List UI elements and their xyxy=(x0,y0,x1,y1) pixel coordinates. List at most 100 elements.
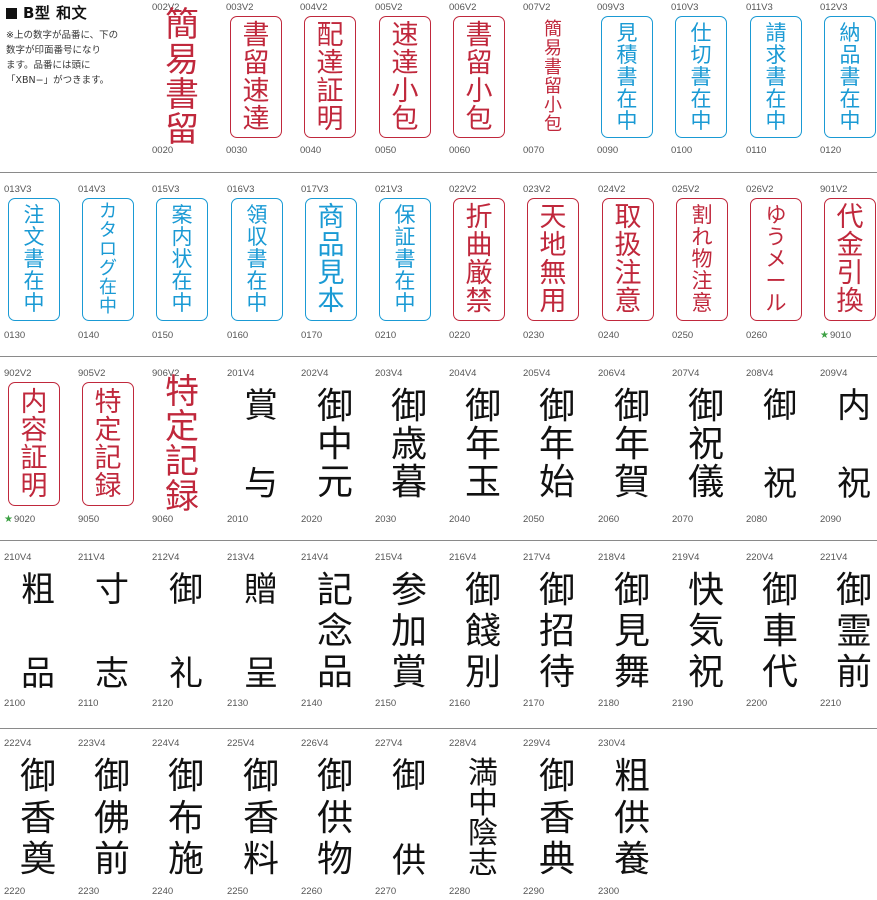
impression-number: 0060 xyxy=(449,145,470,156)
impression-number: 2070 xyxy=(672,514,693,525)
stamp-item: 015V3 案内状在中 0150 xyxy=(152,184,222,344)
star-icon: ★ xyxy=(820,330,829,341)
product-code: 216V4 xyxy=(449,552,477,563)
stamp-item: 216V4 御餞別 2160 xyxy=(449,552,519,712)
stamp-impression: 御祝儀 xyxy=(687,386,724,503)
impression-number-text: 0040 xyxy=(300,145,322,156)
product-code: 016V3 xyxy=(227,184,255,195)
impression-number-text: 2180 xyxy=(598,698,620,709)
impression-number: 2300 xyxy=(598,886,619,897)
product-code: 022V2 xyxy=(449,184,477,195)
stamp-item: 026V2 ゆうメール 0260 xyxy=(746,184,816,344)
impression-number: 2190 xyxy=(672,698,693,709)
impression-number-text: 0110 xyxy=(746,145,767,156)
product-code: 213V4 xyxy=(227,552,255,563)
impression-number: 0160 xyxy=(227,330,248,341)
impression-number: 2270 xyxy=(375,886,396,897)
impression-number: 0100 xyxy=(671,145,692,156)
note-line: ます。品番には頭に xyxy=(6,60,91,71)
impression-number-text: 0210 xyxy=(375,330,397,341)
impression-number: 2230 xyxy=(78,886,99,897)
stamp-item: 229V4 御香典 2290 xyxy=(523,738,593,900)
impression-number-text: 2160 xyxy=(449,698,471,709)
stamp-impression: 御布施 xyxy=(167,756,204,880)
stamp-item: 201V4 賞与 2010 xyxy=(227,368,297,528)
impression-number-text: 2120 xyxy=(152,698,174,709)
title-text: B型 和文 xyxy=(23,4,88,22)
impression-number: 2110 xyxy=(78,698,98,709)
impression-number-text: 2260 xyxy=(301,886,323,897)
stamp-item: 230V4 粗供養 2300 xyxy=(598,738,668,900)
impression-number: 2130 xyxy=(227,698,248,709)
stamp-item: 204V4 御年玉 2040 xyxy=(449,368,519,528)
product-code: 211V4 xyxy=(78,552,105,563)
stamp-item: 010V3 仕切書在中 0100 xyxy=(671,2,741,159)
product-code: 219V4 xyxy=(672,552,700,563)
product-code: 006V2 xyxy=(449,2,477,13)
stamp-item: 205V4 御年始 2050 xyxy=(523,368,593,528)
stamp-item: 009V3 見積書在中 0090 xyxy=(597,2,667,159)
impression-number: 2100 xyxy=(4,698,25,709)
impression-number: 0120 xyxy=(820,145,841,156)
stamp-item: 021V3 保証書在中 0210 xyxy=(375,184,445,344)
stamp-impression: 快気祝 xyxy=(687,570,724,693)
impression-number-text: 2170 xyxy=(523,698,545,709)
impression-number-text: 2280 xyxy=(449,886,471,897)
stamp-impression: 御餞別 xyxy=(464,570,501,693)
impression-number-text: 2240 xyxy=(152,886,174,897)
stamp-impression: 御香料 xyxy=(242,756,279,880)
product-code: 004V2 xyxy=(300,2,328,13)
product-code: 204V4 xyxy=(449,368,477,379)
stamp-impression: 内容証明 xyxy=(8,382,60,506)
impression-number: 2290 xyxy=(523,886,544,897)
impression-number-text: 9010 xyxy=(829,330,852,341)
stamp-impression: 簡易書留小包 xyxy=(544,18,562,135)
stamp-item: 214V4 記念品 2140 xyxy=(301,552,371,712)
impression-number-text: 2300 xyxy=(598,886,620,897)
stamp-impression: 見積書在中 xyxy=(601,16,653,138)
stamp-impression: 贈呈 xyxy=(244,570,278,694)
product-code: 901V2 xyxy=(820,184,848,195)
product-code: 220V4 xyxy=(746,552,774,563)
star-icon: ★ xyxy=(4,514,13,525)
stamp-impression: 御見舞 xyxy=(613,570,650,693)
impression-number-text: 2040 xyxy=(449,514,471,525)
stamp-impression: 御霊前 xyxy=(835,570,872,693)
stamp-impression: 賞与 xyxy=(244,386,278,504)
impression-number: 2050 xyxy=(523,514,544,525)
stamp-item: 906V2 特定記録 9060 xyxy=(152,368,222,528)
impression-number: 2150 xyxy=(375,698,396,709)
impression-number: 2170 xyxy=(523,698,544,709)
impression-number-text: 0130 xyxy=(4,330,26,341)
product-code: 230V4 xyxy=(598,738,626,749)
impression-number-text: 9060 xyxy=(152,514,174,525)
impression-number-text: 2230 xyxy=(78,886,100,897)
stamp-item: 211V4 寸志 2110 xyxy=(78,552,148,712)
impression-number: 2280 xyxy=(449,886,470,897)
product-code: 217V4 xyxy=(523,552,551,563)
impression-number-text: 0160 xyxy=(227,330,249,341)
impression-number: 0210 xyxy=(375,330,396,341)
stamp-item: 017V3 商品見本 0170 xyxy=(301,184,371,344)
stamp-item: 901V2 代金引換 ★9010 xyxy=(820,184,877,344)
impression-number: 0030 xyxy=(226,145,247,156)
stamp-impression: ゆうメール xyxy=(750,198,802,321)
product-code: 210V4 xyxy=(4,552,32,563)
page-title: B型 和文 xyxy=(6,2,148,23)
product-code: 221V4 xyxy=(820,552,848,563)
stamp-impression: 書留小包 xyxy=(453,16,505,138)
stamp-item: 007V2 簡易書留小包 0070 xyxy=(523,2,593,159)
product-code: 011V3 xyxy=(746,2,773,13)
impression-number-text: 0150 xyxy=(152,330,174,341)
impression-number-text: 0260 xyxy=(746,330,768,341)
stamp-impression: 寸志 xyxy=(95,570,129,694)
row-divider xyxy=(0,728,877,729)
impression-number: 2200 xyxy=(746,698,767,709)
stamp-item: 217V4 御招待 2170 xyxy=(523,552,593,712)
product-code: 208V4 xyxy=(746,368,774,379)
product-code: 013V3 xyxy=(4,184,32,195)
note-line: 数字が印面番号になり xyxy=(6,45,102,56)
impression-number-text: 2190 xyxy=(672,698,694,709)
stamp-impression: 天地無用 xyxy=(527,198,579,321)
stamp-item: 025V2 割れ物注意 0250 xyxy=(672,184,742,344)
